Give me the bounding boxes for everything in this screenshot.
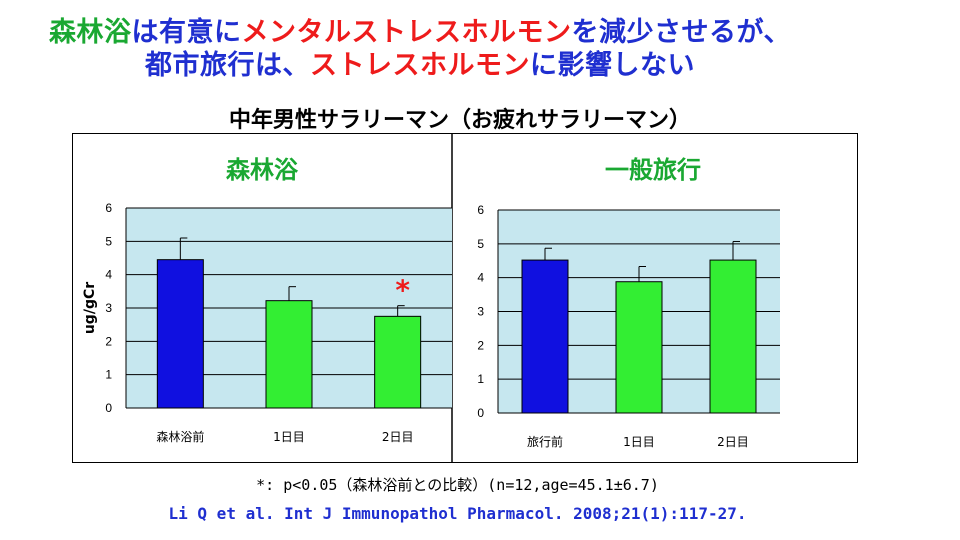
- x-tick-label: 森林浴前: [156, 429, 204, 444]
- significance-marker: *: [395, 274, 410, 307]
- y-tick-label: 0: [105, 401, 112, 415]
- headline-segment: は有意に: [131, 17, 242, 48]
- x-tick-label: 2日目: [382, 430, 414, 444]
- y-tick-label: 5: [105, 234, 112, 248]
- headline-segment: ストレスホルモン: [310, 50, 530, 81]
- y-tick-label: 3: [477, 305, 484, 319]
- panel-title: 森林浴: [226, 156, 299, 184]
- y-tick-label: 2: [477, 338, 484, 352]
- headline-segment: 都市旅行は、: [145, 50, 310, 81]
- bar: [265, 300, 313, 409]
- headline-line-2: 都市旅行は、ストレスホルモンに影響しない: [0, 43, 840, 82]
- y-tick-label: 1: [477, 372, 484, 386]
- bar: [709, 259, 757, 414]
- y-tick-label: 2: [105, 334, 112, 348]
- y-tick-label: 4: [477, 271, 484, 285]
- y-tick-label: 6: [105, 201, 112, 215]
- x-tick-label: 1日目: [623, 435, 655, 449]
- y-tick-label: 0: [477, 406, 484, 420]
- x-tick-label: 1日目: [273, 430, 305, 444]
- chart-subtitle: 中年男性サラリーマン（お疲れサラリーマン）: [228, 108, 691, 133]
- headline-line-1: 森林浴は有意にメンタルストレスホルモンを減少させるが、: [0, 10, 840, 49]
- bar: [615, 281, 663, 414]
- y-axis-label: ug/gCr: [82, 282, 98, 334]
- panel-1: 森林浴 0 1 2 3 4 5 6 ug/gCr 森林浴前 1日目 2日目 *: [82, 156, 452, 444]
- footnote: *: p<0.05（森林浴前との比較）(n=12,age=45.1±6.7): [256, 476, 659, 494]
- y-tick-label: 4: [105, 268, 112, 282]
- headline-segment: に影響しない: [530, 50, 695, 81]
- bar: [374, 315, 422, 409]
- y-tick-label: 3: [105, 301, 112, 315]
- x-tick-label: 2日目: [717, 435, 749, 449]
- x-tick-label: 旅行前: [527, 434, 563, 449]
- bar: [521, 259, 569, 414]
- headline-segment: を減少させるが、: [571, 17, 791, 48]
- y-tick-label: 5: [477, 237, 484, 251]
- bar: [156, 259, 204, 409]
- bar-charts: 森林浴 0 1 2 3 4 5 6 ug/gCr 森林浴前 1日目 2日目 * 一般旅行 0 1 2 3 4 5 6 旅行…: [72, 133, 858, 463]
- citation: Li Q et al. Int J Immunopathol Pharmacol…: [168, 504, 747, 523]
- y-tick-label: 6: [477, 203, 484, 217]
- chart-frame: 森林浴 0 1 2 3 4 5 6 ug/gCr 森林浴前 1日目 2日目 * 一般旅行 0 1 2 3 4 5 6 旅行…: [72, 133, 858, 463]
- panel-title: 一般旅行: [605, 156, 701, 184]
- headline-segment: 森林浴: [49, 17, 132, 48]
- headline-segment: メンタルストレスホルモン: [241, 17, 572, 48]
- panel-2: 一般旅行 0 1 2 3 4 5 6 旅行前 1日目 2日目: [477, 156, 780, 449]
- y-tick-label: 1: [105, 368, 112, 382]
